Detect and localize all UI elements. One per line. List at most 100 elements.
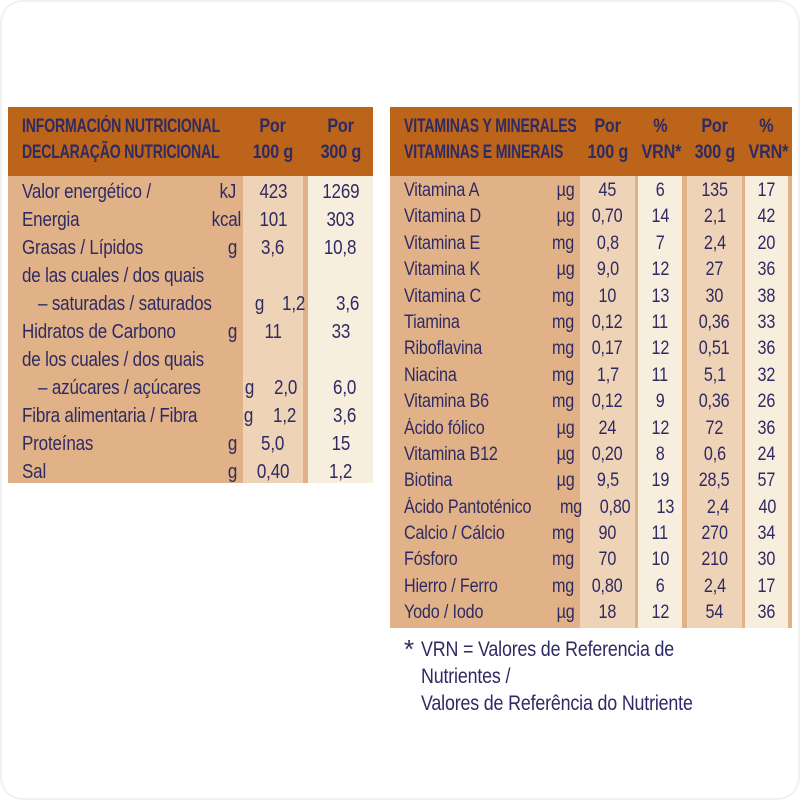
row-value-vrn-100g: 6: [655, 575, 665, 597]
row-value-per-100g: 10: [598, 285, 617, 307]
column-band-vrn-300g: [745, 176, 788, 628]
vitamins-minerals-table: VITAMINAS Y MINERALES VITAMINAS E MINERA…: [390, 107, 792, 628]
table-row: Energia kcal 101 303: [8, 206, 373, 234]
row-value-per-100g: 0,12: [592, 391, 623, 413]
table-row: Vitamina B12 µg 0,20 8 0,6 24: [390, 442, 792, 468]
column-band-per-100g: [243, 176, 303, 483]
row-value-per-100g: 0,20: [592, 443, 623, 465]
row-unit: µg: [556, 470, 575, 492]
column-header-vrn-100g: % VRN*: [641, 116, 682, 163]
row-value-vrn-100g: 12: [651, 259, 669, 281]
row-value-per-300g: 1,2: [328, 461, 353, 483]
row-label: Vitamina K: [404, 259, 481, 281]
row-label: Vitamina C: [404, 285, 482, 307]
row-value-per-100g: 0,8: [596, 232, 619, 254]
nutrition-table-body: Valor energético / kJ 423 1269 Energia kcal 10…: [8, 176, 373, 483]
table-row: Vitamina C mg 10 13 30 38: [390, 284, 792, 310]
row-value-per-300g: 210: [701, 549, 728, 571]
row-value-per-100g: 0,12: [592, 311, 623, 333]
nutrition-facts-table: INFORMACIÓN NUTRICIONAL DECLARAÇÃO NUTRI…: [8, 107, 373, 483]
table-row: de los cuales / dos quais: [8, 346, 373, 374]
row-value-per-100g: 423: [259, 181, 287, 203]
row-value-vrn-100g: 9: [655, 391, 665, 413]
row-label: Riboflavina: [404, 338, 483, 360]
column-header-per-300g: Por 300 g: [694, 116, 735, 163]
table-row: Ácido fólico µg 24 12 72 36: [390, 416, 792, 442]
row-label: Hidratos de Carbono: [22, 321, 176, 343]
row-unit: g: [244, 377, 254, 399]
column-header-per-300g: Por 300 g: [320, 116, 361, 163]
table-row: Calcio / Cálcio mg 90 11 270 34: [390, 521, 792, 547]
row-label: Vitamina E: [404, 232, 481, 254]
row-value-per-300g: 15: [331, 433, 350, 455]
table-row: Grasas / Lípidos g 3,6 10,8: [8, 234, 373, 262]
row-label: – azúcares / açúcares: [38, 377, 201, 399]
row-value-vrn-100g: 11: [651, 523, 669, 545]
table-row: Vitamina E mg 0,8 7 2,4 20: [390, 231, 792, 257]
row-label: Ácido Pantoténico: [404, 496, 532, 518]
row-value-per-100g: 3,6: [261, 237, 285, 259]
row-unit: g: [227, 321, 238, 343]
row-label: Vitamina B6: [404, 391, 489, 413]
row-value-per-100g: 5,0: [261, 433, 285, 455]
row-value-per-100g: [265, 346, 314, 374]
row-value-vrn-100g: 11: [651, 364, 669, 386]
row-value-per-300g: 54: [705, 602, 724, 624]
table-row: Sal g 0,40 1,2: [8, 458, 373, 486]
nutrition-table-rows: Valor energético / kJ 423 1269 Energia kcal 10…: [8, 178, 373, 486]
row-label: Niacina: [404, 364, 457, 386]
row-value-vrn-300g: 17: [757, 575, 776, 597]
row-unit: mg: [551, 523, 575, 545]
row-unit: mg: [560, 496, 583, 518]
table-row: Biotina µg 9,5 19 28,5 57: [390, 468, 792, 494]
row-value-per-100g: 24: [598, 417, 617, 439]
table-row: Tiamina mg 0,12 11 0,36 33: [390, 310, 792, 336]
row-unit: mg: [551, 391, 575, 413]
vitamins-table-body: Vitamina A µg 45 6 135 17 Vitamina D µg 0,70 14 2,…: [390, 176, 792, 628]
row-label: Grasas / Lípidos: [22, 237, 144, 259]
row-value-per-100g: 9,0: [596, 259, 619, 281]
table-row: Hidratos de Carbono g 11 33: [8, 318, 373, 346]
row-value-per-300g: 0,6: [703, 443, 726, 465]
row-unit: g: [243, 405, 253, 427]
row-value-vrn-100g: 7: [655, 232, 665, 254]
footnote-line-pt: Valores de Referência do Nutriente: [421, 692, 693, 715]
row-value-vrn-300g: 33: [757, 311, 776, 333]
title-es: INFORMACIÓN NUTRICIONAL: [22, 116, 221, 137]
row-unit: mg: [551, 285, 575, 307]
row-label: Ácido fólico: [404, 417, 485, 439]
row-label: Biotina: [404, 470, 453, 492]
row-unit: mg: [551, 232, 575, 254]
row-label: Energia: [22, 209, 80, 231]
column-header-per-100g: Por 100 g: [252, 116, 294, 163]
vitamins-table-rows: Vitamina A µg 45 6 135 17 Vitamina D µg 0,70 14 2,…: [390, 178, 792, 627]
row-unit: mg: [551, 338, 575, 360]
row-unit: [236, 346, 265, 374]
table-row: Proteínas g 5,0 15: [8, 430, 373, 458]
table-row: Fibra alimentaria / Fibra g 1,2 3,6: [8, 402, 373, 430]
row-value-per-100g: 11: [264, 321, 282, 343]
column-band-per-300g: [687, 176, 742, 628]
row-label: de los cuales / dos quais: [22, 349, 204, 371]
table-row: Fósforo mg 70 10 210 30: [390, 547, 792, 573]
row-value-vrn-100g: 19: [651, 470, 669, 492]
table-row: de las cuales / dos quais: [8, 262, 373, 290]
footnote-line-es: VRN = Valores de Referencia de Nutriente…: [421, 638, 675, 688]
row-value-per-100g: 9,5: [596, 470, 619, 492]
row-value-per-300g: 5,1: [703, 364, 726, 386]
row-unit: mg: [551, 364, 575, 386]
row-value-vrn-300g: 42: [757, 206, 776, 228]
row-label: Vitamina B12: [404, 443, 498, 465]
row-value-per-300g: 72: [705, 417, 724, 439]
row-value-per-300g: 2,4: [706, 496, 729, 518]
row-unit: µg: [556, 180, 575, 201]
row-label: Vitamina D: [404, 206, 482, 228]
vrn-footnote: * VRN = Valores de Referencia de Nutrien…: [404, 636, 800, 717]
row-value-per-300g: 0,51: [699, 338, 730, 360]
row-value-per-300g: 2,4: [703, 575, 726, 597]
row-label: – saturadas / saturados: [38, 293, 212, 315]
row-unit: g: [227, 461, 238, 483]
row-unit: mg: [551, 575, 575, 597]
row-unit: µg: [556, 602, 575, 624]
row-unit: µg: [556, 443, 575, 465]
